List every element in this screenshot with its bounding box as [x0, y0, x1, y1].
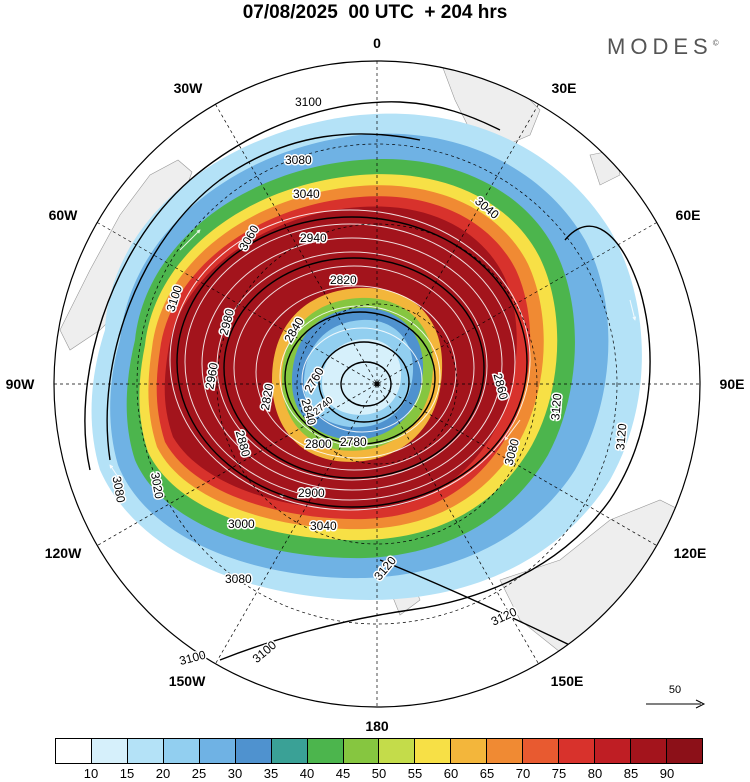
height-contours — [84, 101, 651, 661]
colorbar-tick-label: 80 — [587, 766, 603, 781]
south-pole-marker — [374, 381, 380, 387]
contour-label: 3120 — [613, 423, 629, 451]
contour-label: 2820 — [330, 273, 357, 287]
lat-lon-grid — [54, 61, 700, 707]
wind-speed-shading — [91, 113, 642, 601]
lon-label-90w: 90W — [5, 376, 35, 392]
contour-label: 2900 — [298, 486, 325, 500]
lon-label-60w: 60W — [48, 207, 78, 223]
colorbar-tick-label: 40 — [299, 766, 315, 781]
colorbar-tick-label: 25 — [191, 766, 207, 781]
lon-label-30w: 30W — [173, 80, 203, 96]
colorbar-segment — [487, 739, 524, 763]
contour-label: 3040 — [293, 187, 320, 201]
colorbar-segment — [451, 739, 488, 763]
colorbar-segment — [271, 739, 308, 763]
contour-label: 3100 — [178, 648, 208, 669]
contour-label: 3100 — [295, 95, 322, 109]
contour-label: 2940 — [300, 231, 327, 245]
reference-vector: 50 — [644, 684, 706, 714]
contour-label: 3040 — [310, 519, 337, 533]
colorbar-segment — [523, 739, 560, 763]
colorbar-segment — [343, 739, 380, 763]
contour-label: 3080 — [285, 153, 312, 167]
colorbar-segment — [631, 739, 667, 763]
lon-label-150e: 150E — [550, 673, 584, 689]
map-boundary — [53, 60, 701, 708]
colorbar-tick-label: 55 — [407, 766, 423, 781]
colorbar-tick-label: 10 — [83, 766, 99, 781]
colorbar-tick-label: 35 — [263, 766, 279, 781]
contour-label: 3020 — [148, 471, 166, 500]
lon-label-150w: 150W — [168, 673, 206, 689]
brand-name: MODES — [607, 34, 713, 59]
colorbar-tick-label: 70 — [515, 766, 531, 781]
contour-label: 3080 — [225, 572, 252, 586]
reference-vector-label: 50 — [668, 684, 682, 696]
lon-label-30e: 30E — [551, 80, 577, 96]
colorbar-tick-label: 90 — [659, 766, 675, 781]
contour-label: 2820 — [258, 382, 276, 411]
contour-label: 3000 — [228, 517, 255, 531]
contour-label: 2800 — [305, 437, 332, 451]
colorbar-tick-label: 60 — [443, 766, 459, 781]
colorbar-segment — [163, 739, 200, 763]
colorbar-segment — [379, 739, 416, 763]
colorbar-segment — [199, 739, 236, 763]
colorbar-segment — [559, 739, 596, 763]
colorbar-segment — [91, 739, 128, 763]
arrow-right-icon — [646, 699, 706, 709]
colorbar-ticks: 10 15 20 25 30 35 40 45 50 55 60 65 70 75 80 85 90 — [55, 766, 703, 782]
lon-label-0: 0 — [373, 35, 381, 51]
colorbar-tick-label: 50 — [371, 766, 387, 781]
colorbar-segment — [235, 739, 272, 763]
colorbar-segment — [595, 739, 631, 763]
colorbar-tick-label: 30 — [227, 766, 243, 781]
lon-label-120e: 120E — [673, 545, 707, 561]
lon-label-60e: 60E — [675, 207, 701, 223]
lon-label-120w: 120W — [44, 545, 82, 561]
brand-logo: MODES© — [607, 34, 719, 60]
colorbar-tick-label: 75 — [551, 766, 567, 781]
contour-label: 2780 — [340, 435, 367, 449]
colorbar-segment — [415, 739, 452, 763]
colorbar — [55, 738, 703, 764]
colorbar-tick-label: 65 — [479, 766, 495, 781]
colorbar-segment — [56, 739, 92, 763]
brand-mark: © — [712, 38, 719, 48]
lon-label-180: 180 — [365, 718, 389, 734]
chart-title: 07/08/2025 00 UTC + 204 hrs — [242, 2, 508, 23]
contour-label: 2960 — [202, 361, 220, 390]
colorbar-tick-label: 85 — [623, 766, 639, 781]
colorbar-tick-label: 45 — [335, 766, 351, 781]
contour-label: 3080 — [110, 475, 128, 504]
colorbar-tick-label: 15 — [119, 766, 135, 781]
colorbar-segment — [307, 739, 344, 763]
contour-label: 3120 — [548, 393, 564, 421]
lon-label-90e: 90E — [719, 376, 745, 392]
colorbar-tick-label: 20 — [155, 766, 171, 781]
colorbar-segment — [127, 739, 164, 763]
colorbar-segment — [666, 739, 702, 763]
